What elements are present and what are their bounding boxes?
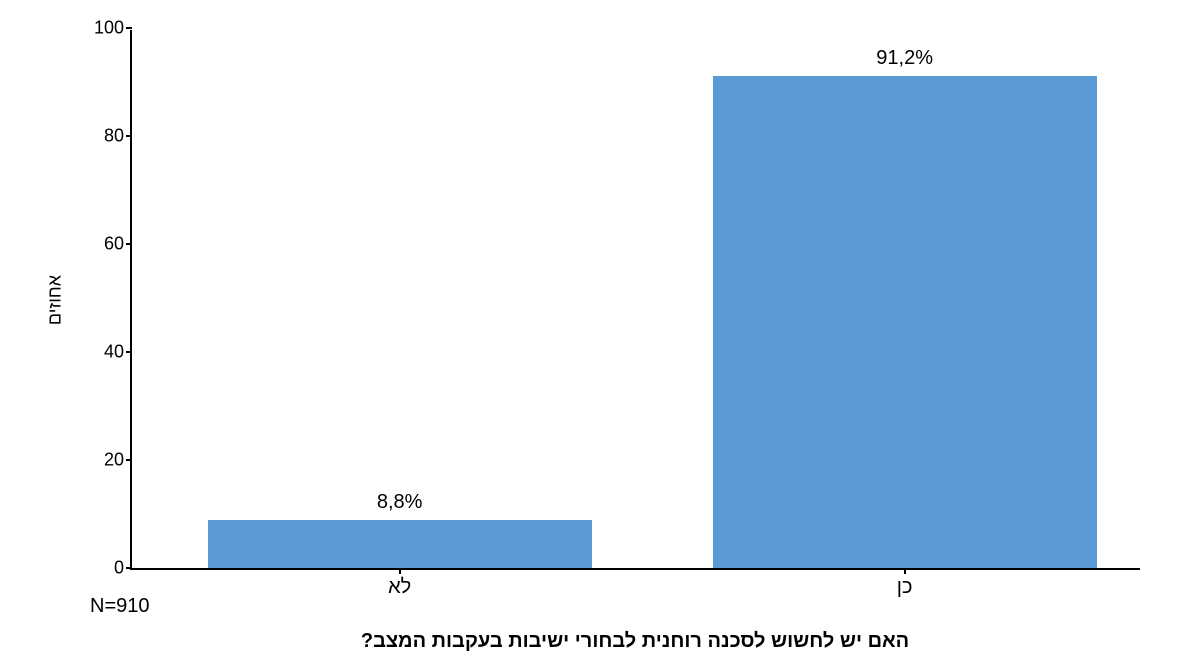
bar: 91,2% [713,76,1097,568]
bar: 8,8% [208,520,592,568]
y-tick-mark [126,135,132,137]
x-axis-title: האם יש לחשוש לסכנה רוחנית לבחורי ישיבות … [361,630,909,653]
y-tick-mark [126,243,132,245]
y-tick-mark [126,459,132,461]
y-tick-mark [126,27,132,29]
x-tick-label: לא [388,568,411,599]
y-tick-mark [126,567,132,569]
plot-area: 0204060801008,8%לא91,2%כן [130,30,1140,570]
bar-value-label: 91,2% [876,47,933,76]
x-tick-label: כן [897,568,913,599]
y-axis-title: אחוזים [45,275,66,325]
bar-value-label: 8,8% [377,491,423,520]
sample-size-label: N=910 [90,595,150,618]
chart-container: 0204060801008,8%לא91,2%כן אחוזים האם יש … [0,0,1200,664]
y-tick-mark [126,351,132,353]
